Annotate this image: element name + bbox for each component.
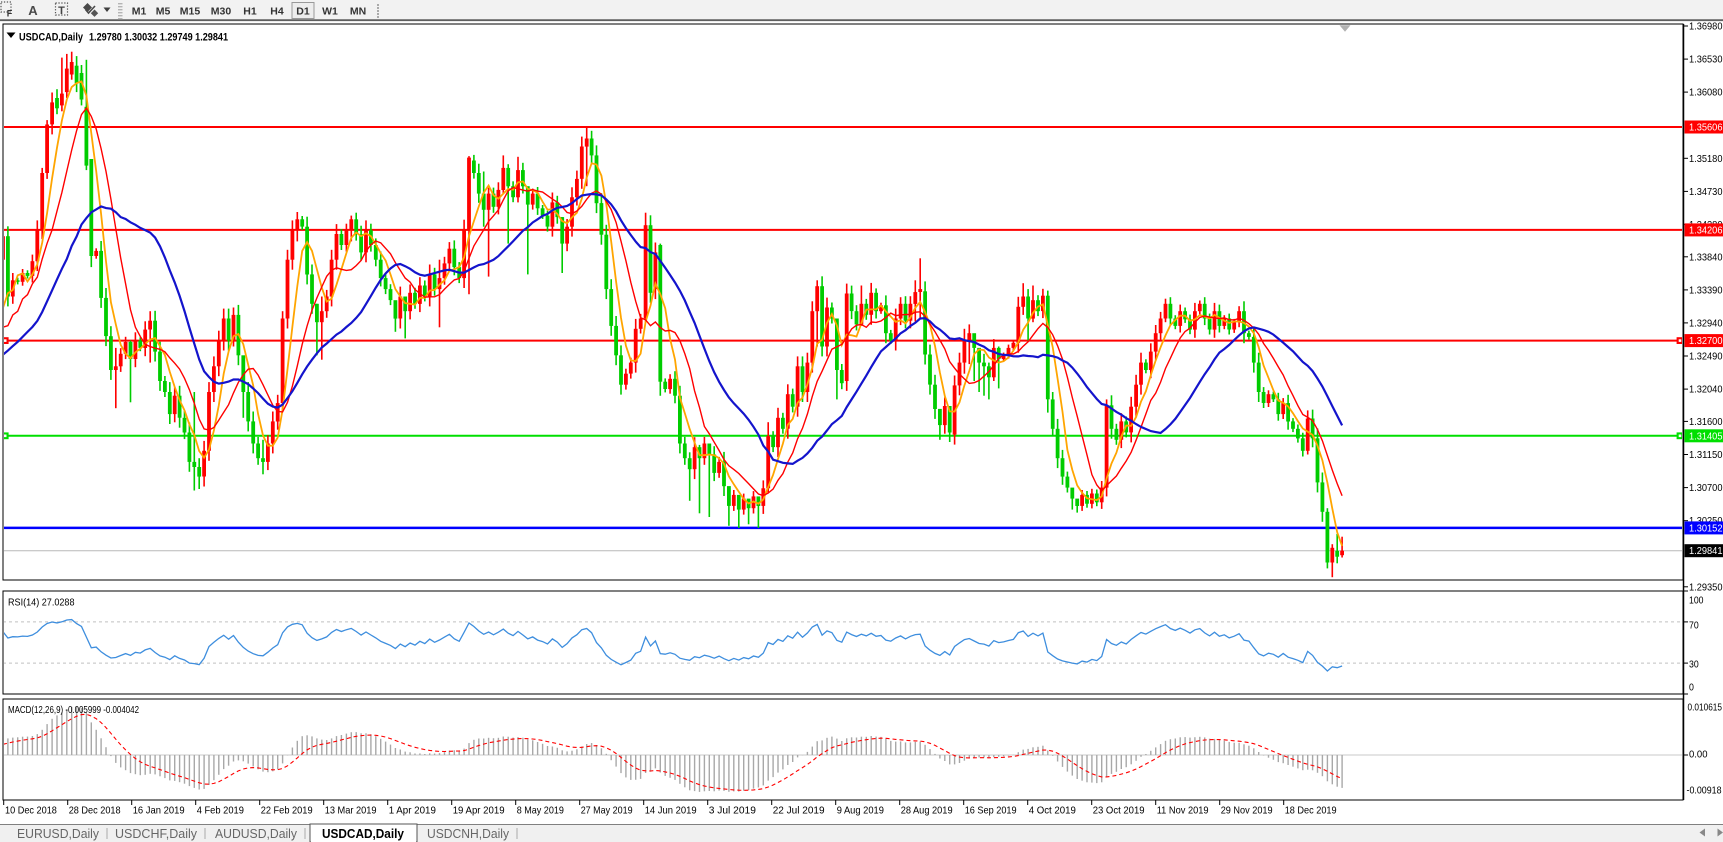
svg-text:0: 0 — [1689, 682, 1694, 694]
svg-text:T: T — [58, 5, 65, 17]
svg-text:1.32040: 1.32040 — [1689, 384, 1723, 396]
svg-text:1.30700: 1.30700 — [1689, 482, 1723, 494]
svg-text:1.33390: 1.33390 — [1689, 284, 1723, 296]
svg-text:USDCNH,Daily: USDCNH,Daily — [427, 827, 510, 841]
svg-text:H4: H4 — [270, 6, 284, 18]
svg-text:MACD(12,26,9) -0.005999 -0.004: MACD(12,26,9) -0.005999 -0.004042 — [8, 704, 139, 716]
svg-text:M30: M30 — [211, 6, 232, 18]
svg-text:4 Feb 2019: 4 Feb 2019 — [197, 805, 244, 817]
svg-text:H1: H1 — [243, 6, 257, 18]
svg-text:18 Dec 2019: 18 Dec 2019 — [1285, 805, 1337, 817]
svg-text:1.31150: 1.31150 — [1689, 449, 1723, 461]
svg-text:1.29350: 1.29350 — [1689, 581, 1723, 593]
svg-text:100: 100 — [1689, 595, 1704, 607]
svg-text:1.32490: 1.32490 — [1689, 351, 1723, 363]
svg-text:30: 30 — [1689, 659, 1699, 671]
svg-text:M15: M15 — [180, 6, 201, 18]
svg-text:0.010615: 0.010615 — [1688, 702, 1723, 714]
svg-text:M5: M5 — [156, 6, 171, 18]
svg-text:AUDUSD,Daily: AUDUSD,Daily — [215, 827, 298, 841]
svg-text:W1: W1 — [322, 6, 338, 18]
svg-text:8 May 2019: 8 May 2019 — [517, 805, 564, 817]
svg-text:1.33840: 1.33840 — [1689, 251, 1723, 263]
svg-text:29 Nov 2019: 29 Nov 2019 — [1221, 805, 1273, 817]
svg-text:1.31600: 1.31600 — [1689, 416, 1723, 428]
svg-text:1.32700: 1.32700 — [1689, 335, 1723, 347]
svg-text:1.36080: 1.36080 — [1689, 87, 1723, 99]
svg-text:13 Mar 2019: 13 Mar 2019 — [325, 805, 377, 817]
svg-text:1.32940: 1.32940 — [1689, 317, 1723, 329]
svg-text:1.36980: 1.36980 — [1689, 21, 1723, 33]
svg-text:1 Apr 2019: 1 Apr 2019 — [389, 805, 436, 817]
svg-text:USDCAD,Daily: USDCAD,Daily — [19, 32, 84, 44]
svg-text:1.35606: 1.35606 — [1689, 122, 1723, 134]
svg-text:EURUSD,Daily: EURUSD,Daily — [17, 827, 100, 841]
svg-text:1.36530: 1.36530 — [1689, 54, 1723, 66]
svg-text:MN: MN — [350, 6, 366, 18]
svg-text:1.30152: 1.30152 — [1689, 522, 1723, 534]
svg-text:19 Apr 2019: 19 Apr 2019 — [453, 805, 505, 817]
svg-text:16 Jan 2019: 16 Jan 2019 — [133, 805, 185, 817]
svg-text:1.29841: 1.29841 — [1689, 545, 1723, 557]
svg-text:-0.00918: -0.00918 — [1687, 785, 1722, 797]
svg-text:10 Dec 2018: 10 Dec 2018 — [5, 805, 57, 817]
svg-text:28 Aug 2019: 28 Aug 2019 — [901, 805, 953, 817]
svg-text:D1: D1 — [296, 6, 310, 18]
svg-text:3 Jul 2019: 3 Jul 2019 — [709, 805, 756, 817]
svg-text:22 Feb 2019: 22 Feb 2019 — [261, 805, 313, 817]
svg-text:23 Oct 2019: 23 Oct 2019 — [1093, 805, 1145, 817]
svg-text:F: F — [7, 9, 13, 19]
svg-text:4 Oct 2019: 4 Oct 2019 — [1029, 805, 1076, 817]
svg-text:0.00: 0.00 — [1689, 749, 1708, 761]
svg-text:A: A — [28, 3, 38, 18]
svg-text:16 Sep 2019: 16 Sep 2019 — [965, 805, 1017, 817]
svg-text:RSI(14) 27.0288: RSI(14) 27.0288 — [8, 597, 75, 609]
svg-text:1.34730: 1.34730 — [1689, 186, 1723, 198]
svg-text:1.29780 1.30032 1.29749 1.2984: 1.29780 1.30032 1.29749 1.29841 — [89, 32, 228, 44]
svg-text:9 Aug 2019: 9 Aug 2019 — [837, 805, 884, 817]
svg-text:USDCAD,Daily: USDCAD,Daily — [322, 827, 404, 841]
svg-text:1.31405: 1.31405 — [1689, 430, 1723, 442]
svg-text:70: 70 — [1689, 620, 1699, 632]
svg-text:14 Jun 2019: 14 Jun 2019 — [645, 805, 697, 817]
svg-text:1.35180: 1.35180 — [1689, 153, 1723, 165]
svg-text:USDCHF,Daily: USDCHF,Daily — [115, 827, 198, 841]
svg-text:1.34206: 1.34206 — [1689, 224, 1723, 236]
svg-text:28 Dec 2018: 28 Dec 2018 — [69, 805, 121, 817]
svg-text:11 Nov 2019: 11 Nov 2019 — [1157, 805, 1209, 817]
svg-text:M1: M1 — [132, 6, 147, 18]
svg-text:22 Jul 2019: 22 Jul 2019 — [773, 805, 825, 817]
svg-text:27 May 2019: 27 May 2019 — [581, 805, 633, 817]
